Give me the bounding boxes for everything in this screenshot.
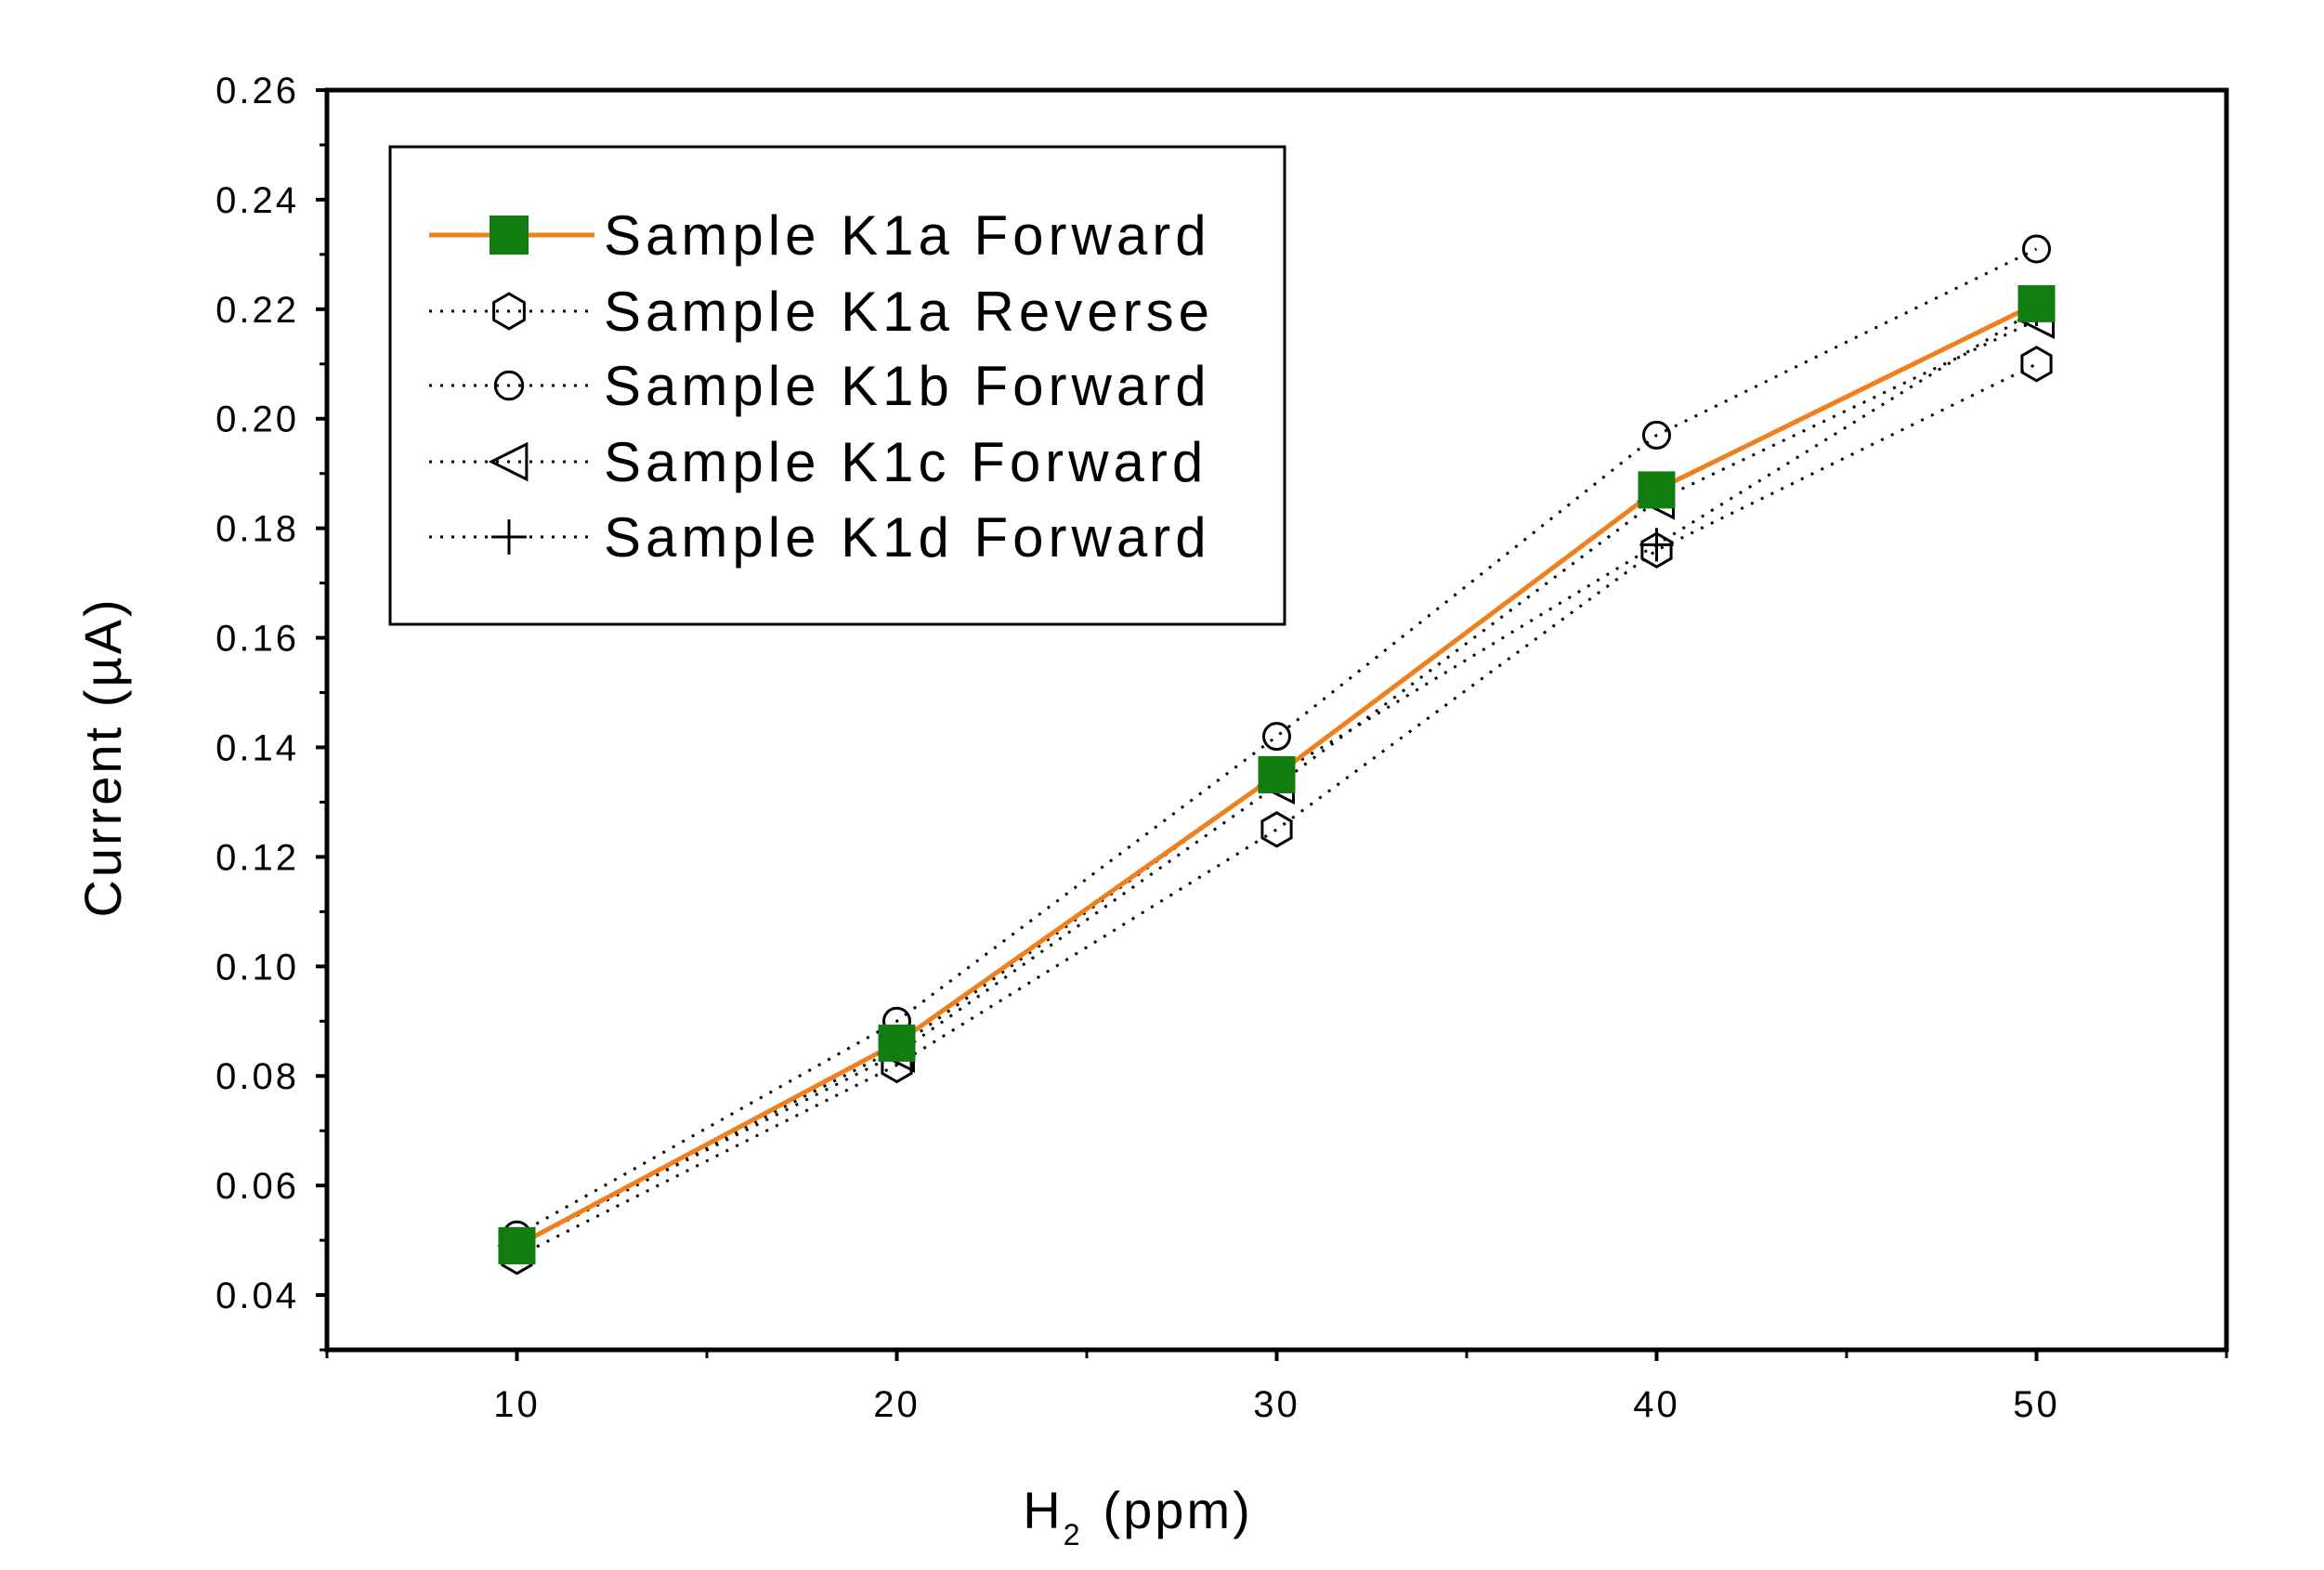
data-point-series-2	[1640, 531, 1673, 569]
data-point-series-1	[2017, 284, 2056, 322]
data-point-series-1	[1258, 755, 1296, 793]
y-tick-label: 0.18	[215, 509, 299, 550]
x-axis-title-subscript: 2	[1064, 1518, 1083, 1551]
y-tick-label: 0.08	[215, 1056, 299, 1097]
legend-marker-5	[491, 519, 527, 555]
y-tick-label: 0.10	[215, 947, 299, 988]
x-axis-title-main: H	[1023, 1481, 1063, 1539]
minor-ticks	[320, 143, 2228, 1358]
x-tick-label: 20	[873, 1384, 920, 1425]
y-tick-label: 0.26	[215, 71, 299, 111]
data-point-series-3	[1642, 420, 1671, 450]
y-axis: 0.04 0.06 0.08 0.10 0.12 0.14 0.16 0.18 0.20 0.22…	[215, 71, 328, 1316]
data-point-series-1	[1638, 471, 1676, 509]
legend-label-3: Sample K1b Forward	[604, 355, 1211, 417]
legend-box	[388, 145, 1286, 626]
y-tick-label: 0.16	[215, 619, 299, 660]
legend-marker-4	[488, 441, 529, 482]
data-point-series-3	[2022, 234, 2051, 264]
x-axis: 10 20 30 40 50	[493, 1349, 2060, 1425]
y-tick-label: 0.06	[215, 1166, 299, 1207]
y-tick-label: 0.14	[215, 727, 299, 768]
x-axis-title: H2 (ppm)	[1023, 1481, 1252, 1551]
data-point-series-2	[1260, 811, 1293, 848]
y-tick-label: 0.22	[215, 290, 299, 331]
y-tick-label: 0.20	[215, 399, 299, 440]
x-tick-label: 40	[1633, 1384, 1680, 1425]
y-tick-label: 0.12	[215, 837, 299, 878]
legend-label-5: Sample K1d Forward	[604, 506, 1211, 569]
x-tick-label: 10	[493, 1384, 541, 1425]
series-markers	[497, 234, 2056, 1276]
data-point-series-2	[2020, 346, 2053, 383]
legend-entries: Sample K1a Forward Sample K1a Reverse Samp…	[429, 204, 1214, 569]
x-tick-label: 30	[1253, 1384, 1300, 1425]
legend: Sample K1a Forward Sample K1a Reverse Samp…	[388, 145, 1286, 626]
series-line-2	[516, 362, 2038, 1259]
data-point-series-5	[1639, 528, 1674, 562]
series-line-4	[516, 319, 2038, 1248]
legend-label-4: Sample K1c Forward	[604, 431, 1208, 493]
legend-marker-1	[490, 216, 529, 255]
x-tick-label: 50	[2013, 1384, 2060, 1425]
data-point-series-1	[878, 1024, 916, 1062]
data-point-series-1	[498, 1226, 536, 1264]
x-axis-title-suffix: (ppm)	[1103, 1481, 1253, 1539]
y-tick-label: 0.04	[215, 1276, 299, 1316]
legend-marker-3	[493, 370, 525, 401]
legend-marker-2	[492, 292, 526, 331]
data-point-series-3	[1262, 722, 1291, 752]
legend-label-1: Sample K1a Forward	[604, 204, 1211, 267]
y-axis-title: Current (µA)	[73, 596, 132, 917]
legend-label-2: Sample K1a Reverse	[604, 281, 1214, 343]
series-line-3	[516, 247, 2038, 1236]
y-tick-label: 0.24	[215, 180, 299, 221]
